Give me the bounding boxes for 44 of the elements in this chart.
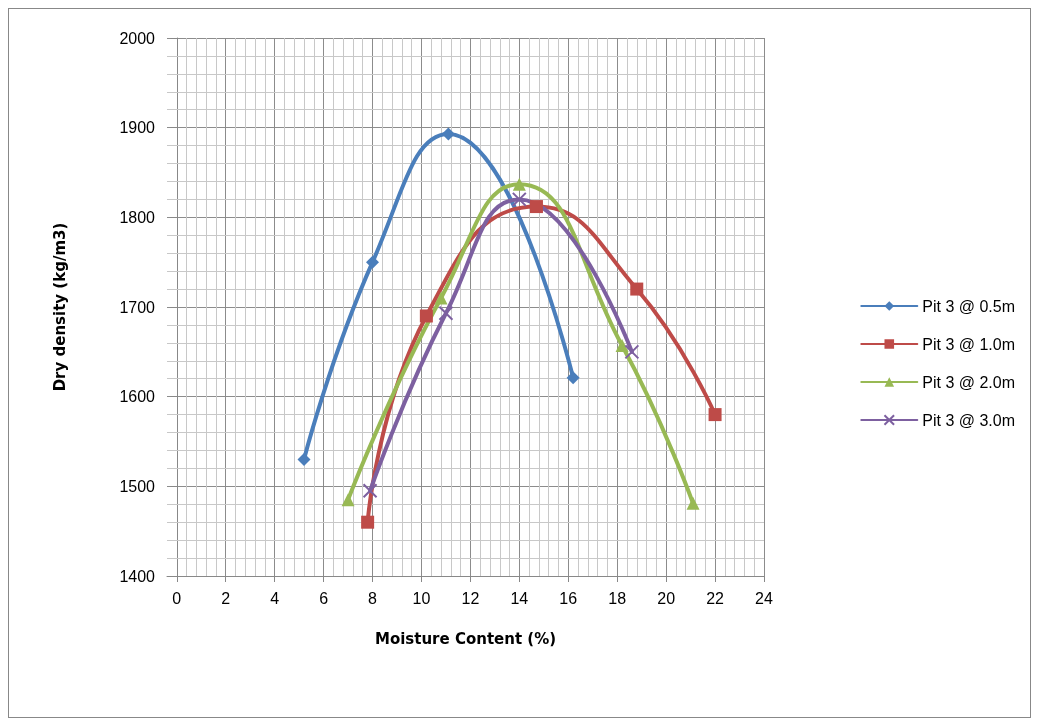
- point: [512, 177, 526, 191]
- point: [630, 282, 644, 296]
- point: [708, 408, 722, 422]
- point: [529, 200, 543, 214]
- point: [624, 344, 640, 360]
- y-tick-label: 1700: [119, 298, 156, 316]
- y-axis-title: Dry density (kg/m3): [50, 222, 69, 392]
- x-tick-label: 22: [706, 589, 725, 607]
- x-tick-label: 0: [172, 589, 182, 607]
- point: [297, 452, 311, 466]
- y-tick-label: 2000: [119, 29, 156, 47]
- point: [566, 371, 580, 385]
- legend-label: Pit 3 @ 0.5m: [922, 297, 1015, 315]
- point: [438, 305, 454, 321]
- legend-label: Pit 3 @ 3.0m: [922, 411, 1015, 429]
- y-tick-label: 1600: [119, 388, 156, 406]
- x-tick-label: 24: [755, 589, 773, 607]
- y-tick-label: 1400: [119, 567, 156, 585]
- x-tick-label: 6: [319, 589, 329, 607]
- y-tick-label: 1800: [119, 208, 156, 226]
- point: [366, 255, 380, 269]
- x-tick-label: 10: [412, 589, 431, 607]
- point: [362, 483, 378, 499]
- point: [511, 191, 527, 207]
- point: [441, 127, 455, 141]
- x-tick-label: 8: [368, 589, 378, 607]
- x-tick-label: 16: [559, 589, 578, 607]
- legend-label: Pit 3 @ 2.0m: [922, 373, 1015, 391]
- x-tick-label: 12: [461, 589, 480, 607]
- point: [419, 309, 433, 323]
- x-tick-label: 18: [608, 589, 627, 607]
- x-tick-label: 2: [221, 589, 231, 607]
- x-tick-label: 20: [657, 589, 676, 607]
- y-tick-label: 1500: [119, 477, 156, 495]
- x-axis-title: Moisture Content (%): [374, 629, 557, 648]
- point: [361, 515, 375, 529]
- x-tick-label: 4: [270, 589, 280, 607]
- x-tick-label: 14: [510, 589, 529, 607]
- point: [686, 496, 700, 510]
- y-tick-label: 1900: [119, 119, 156, 137]
- point: [434, 291, 448, 305]
- point: [341, 493, 355, 507]
- legend-label: Pit 3 @ 1.0m: [922, 335, 1015, 353]
- point: [615, 339, 629, 353]
